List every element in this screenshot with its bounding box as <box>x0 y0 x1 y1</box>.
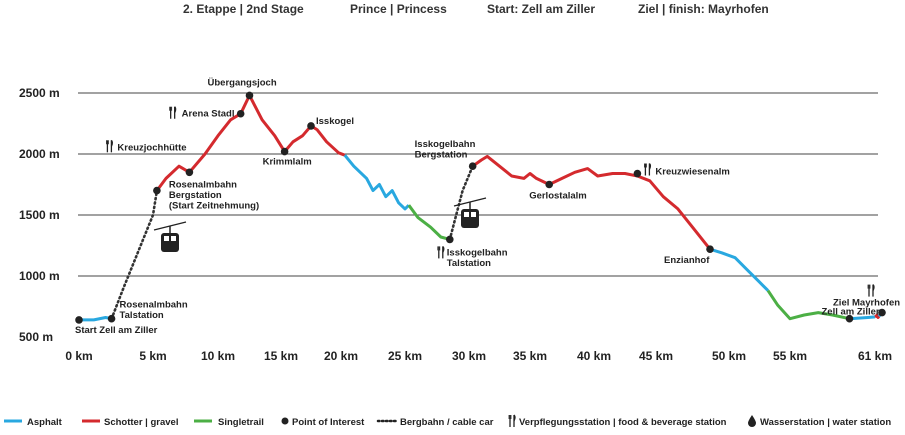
y-tick-label: 1000 m <box>19 269 60 283</box>
points-of-interest: Start Zell am ZillerRosenalmbahnTalstati… <box>75 77 900 335</box>
legend-food-label: Verpflegungsstation | food & beverage st… <box>519 417 727 428</box>
fork-knife-icon <box>106 139 114 153</box>
poi-marker <box>845 314 854 323</box>
poi-label: Übergangsjoch <box>208 77 277 88</box>
poi-label: Ziel Mayrhofen <box>833 298 900 309</box>
header-stage: 2. Etappe | 2nd Stage <box>183 2 304 16</box>
x-tick-label: 30 km <box>452 349 486 363</box>
asphalt-segment <box>709 247 770 292</box>
poi-label: Zell am Ziller <box>822 307 880 318</box>
poi-marker <box>446 235 454 244</box>
legend-asphalt-label: Asphalt <box>27 417 63 428</box>
legend-poi-dot <box>281 417 289 425</box>
poi-label: Rosenalmbahn <box>120 300 188 311</box>
poi-marker <box>706 245 714 253</box>
cable-car-segment <box>110 189 159 321</box>
x-tick-label: 25 km <box>388 349 422 363</box>
header-category: Prince | Princess <box>350 2 447 16</box>
poi-label: Gerlostalalm <box>529 191 587 202</box>
poi-label: Isskogelbahn <box>447 247 508 258</box>
asphalt-segment <box>79 316 112 322</box>
poi-label: Bergstation <box>169 190 222 201</box>
x-tick-label: 35 km <box>513 349 547 363</box>
fork-knife-icon <box>169 106 177 119</box>
header-finish: Ziel | finish: Mayrhofen <box>638 2 769 16</box>
gravel-segment <box>471 154 712 251</box>
x-tick-label: 15 km <box>264 349 298 363</box>
poi-label: Start Zell am Ziller <box>75 325 158 336</box>
y-tick-label: 2000 m <box>19 147 60 161</box>
fork-knife-icon-stroke <box>648 163 652 170</box>
legend-poi-label: Point of Interest <box>292 417 365 428</box>
x-tick-label: 61 km <box>858 349 892 363</box>
poi-marker <box>236 109 245 118</box>
legend: Asphalt Schotter | gravel Singletrail Po… <box>4 414 891 428</box>
fork-knife-icon <box>867 284 875 297</box>
asphalt-segment <box>343 154 410 211</box>
poi-label: Isskogelbahn <box>415 139 476 150</box>
legend-water-label: Wasserstation | water station <box>760 417 891 428</box>
asphalt-segment <box>849 315 876 321</box>
fork-knife-icon <box>508 414 516 427</box>
poi-marker <box>878 308 886 317</box>
poi-label: Bergstation <box>415 150 468 161</box>
y-tick-label: 2500 m <box>19 86 60 100</box>
poi-label: Arena Stadl <box>182 109 235 120</box>
poi-marker <box>153 186 161 195</box>
y-axis-labels: 2500 m 2000 m 1500 m 1000 m 500 m <box>19 86 60 344</box>
cable-car-icons <box>153 197 487 252</box>
poi-marker <box>75 316 83 324</box>
x-tick-label: 40 km <box>577 349 611 363</box>
fork-knife-icon-stroke <box>174 106 177 114</box>
poi-marker <box>185 168 194 177</box>
poi-label: Kreuzwiesenalm <box>655 167 729 178</box>
cable-car-icon <box>453 197 487 228</box>
x-tick-label: 0 km <box>65 349 92 363</box>
poi-marker <box>545 180 553 189</box>
poi-label: Isskogel <box>316 116 354 127</box>
cable-car-segment <box>448 164 475 241</box>
legend-cablecar-label: Bergbahn / cable car <box>400 417 494 428</box>
legend-gravel-label: Schotter | gravel <box>104 417 178 428</box>
gravel-segment <box>874 313 881 319</box>
x-tick-label: 20 km <box>324 349 358 363</box>
poi-marker <box>280 147 289 156</box>
x-tick-label: 50 km <box>712 349 746 363</box>
fork-knife-icon-stroke <box>872 284 875 291</box>
poi-label: (Start Zeitnehmung) <box>169 201 259 212</box>
poi-label: Enzianhof <box>664 255 710 266</box>
cable-car-icon <box>153 221 187 252</box>
fork-knife-icon-stroke <box>442 245 445 253</box>
x-tick-label: 5 km <box>139 349 166 363</box>
y-tick-label: 1500 m <box>19 208 60 222</box>
fork-knife-icon <box>437 245 445 259</box>
poi-label: Talstation <box>120 310 164 321</box>
y-tick-label: 500 m <box>19 330 53 344</box>
poi-marker <box>245 91 254 100</box>
poi-marker <box>633 169 642 178</box>
singletrail-segment <box>766 289 850 321</box>
fork-knife-icon-stroke <box>110 139 114 147</box>
water-drop-icon <box>748 415 756 427</box>
fork-knife-icon <box>644 163 652 176</box>
poi-marker <box>468 162 477 170</box>
singletrail-segment <box>407 204 451 241</box>
poi-marker <box>107 314 116 323</box>
poi-label: Talstation <box>447 258 491 269</box>
header-start: Start: Zell am Ziller <box>487 2 595 16</box>
x-tick-label: 10 km <box>201 349 235 363</box>
poi-label: Krimmlalm <box>263 157 312 168</box>
x-tick-label: 45 km <box>639 349 673 363</box>
poi-label: Kreuzjochhütte <box>117 142 186 153</box>
x-tick-label: 55 km <box>773 349 807 363</box>
poi-label: Rosenalmbahn <box>169 180 237 191</box>
poi-marker <box>307 122 315 130</box>
legend-singletrail-label: Singletrail <box>218 417 264 428</box>
x-axis-labels: 0 km 5 km 10 km 15 km 20 km 25 km 30 km 35 km 40… <box>65 349 892 363</box>
